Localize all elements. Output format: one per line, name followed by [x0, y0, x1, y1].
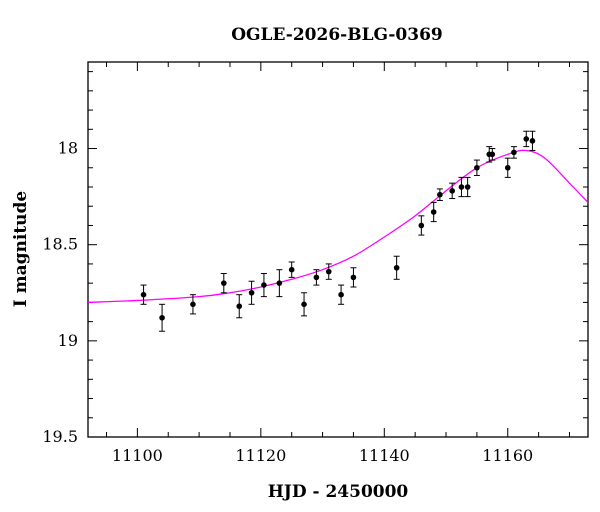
data-point [325, 263, 332, 280]
data-point [338, 284, 345, 305]
data-point [189, 294, 196, 315]
model-curve-layer [88, 149, 588, 304]
data-marker [159, 314, 165, 321]
data-marker [140, 291, 147, 298]
data-point [529, 130, 536, 151]
axis-ticks [88, 62, 588, 438]
data-point [313, 269, 320, 286]
data-marker [449, 188, 455, 194]
data-marker [489, 151, 496, 158]
plot-frame [87, 61, 589, 438]
data-marker [529, 138, 536, 144]
data-point [523, 130, 530, 148]
data-point [504, 157, 511, 178]
data-marker [437, 191, 443, 198]
data-marker [236, 303, 243, 310]
data-point [418, 215, 425, 236]
x-tick-label: 11100 [112, 446, 163, 465]
data-marker [504, 164, 511, 171]
data-point [458, 176, 465, 198]
data-point [449, 182, 456, 200]
data-point [436, 188, 443, 201]
data-point [473, 159, 480, 176]
data-marker [261, 282, 267, 288]
data-marker [190, 301, 196, 308]
data-point [140, 284, 147, 305]
y-tick-label: 19 [58, 331, 78, 350]
data-marker [418, 222, 425, 229]
data-point [430, 201, 437, 223]
data-point [220, 273, 227, 294]
data-marker [288, 266, 295, 273]
data-point [489, 148, 496, 161]
data-point [276, 269, 283, 298]
data-point [464, 176, 471, 198]
data-point [288, 261, 295, 278]
x-tick-label: 11140 [359, 446, 410, 465]
data-marker [511, 149, 517, 156]
data-point [236, 294, 243, 319]
data-marker [523, 136, 530, 142]
data-marker [338, 291, 344, 298]
data-points-layer [140, 130, 536, 332]
data-marker [313, 274, 320, 281]
tick-labels: 11100 11120 11140 11160 18 18.5 19 19.5 [42, 139, 533, 465]
y-tick-label: 18.5 [42, 235, 78, 254]
data-marker [350, 274, 357, 281]
chart-title: OGLE-2026-BLG-0369 [231, 25, 443, 45]
data-marker [325, 268, 332, 275]
data-point [350, 267, 357, 288]
data-marker [301, 301, 307, 308]
data-marker [248, 289, 255, 296]
data-marker [458, 184, 465, 190]
x-axis-label: HJD - 2450000 [268, 482, 409, 502]
data-point [393, 255, 400, 280]
y-axis-label: I magnitude [11, 191, 31, 308]
data-marker [464, 184, 471, 190]
x-tick-label: 11160 [482, 446, 533, 465]
y-tick-label: 18 [58, 139, 78, 158]
data-point [301, 292, 308, 317]
data-marker [221, 280, 227, 286]
data-marker [430, 209, 437, 215]
x-tick-label: 11120 [235, 446, 286, 465]
data-point [248, 280, 255, 305]
data-point [260, 273, 267, 298]
data-marker [276, 280, 283, 286]
data-marker [474, 164, 480, 171]
data-marker [393, 264, 400, 271]
model-curve [88, 149, 588, 304]
y-tick-label: 19.5 [42, 427, 78, 446]
data-point [510, 146, 517, 159]
data-point [159, 303, 166, 332]
